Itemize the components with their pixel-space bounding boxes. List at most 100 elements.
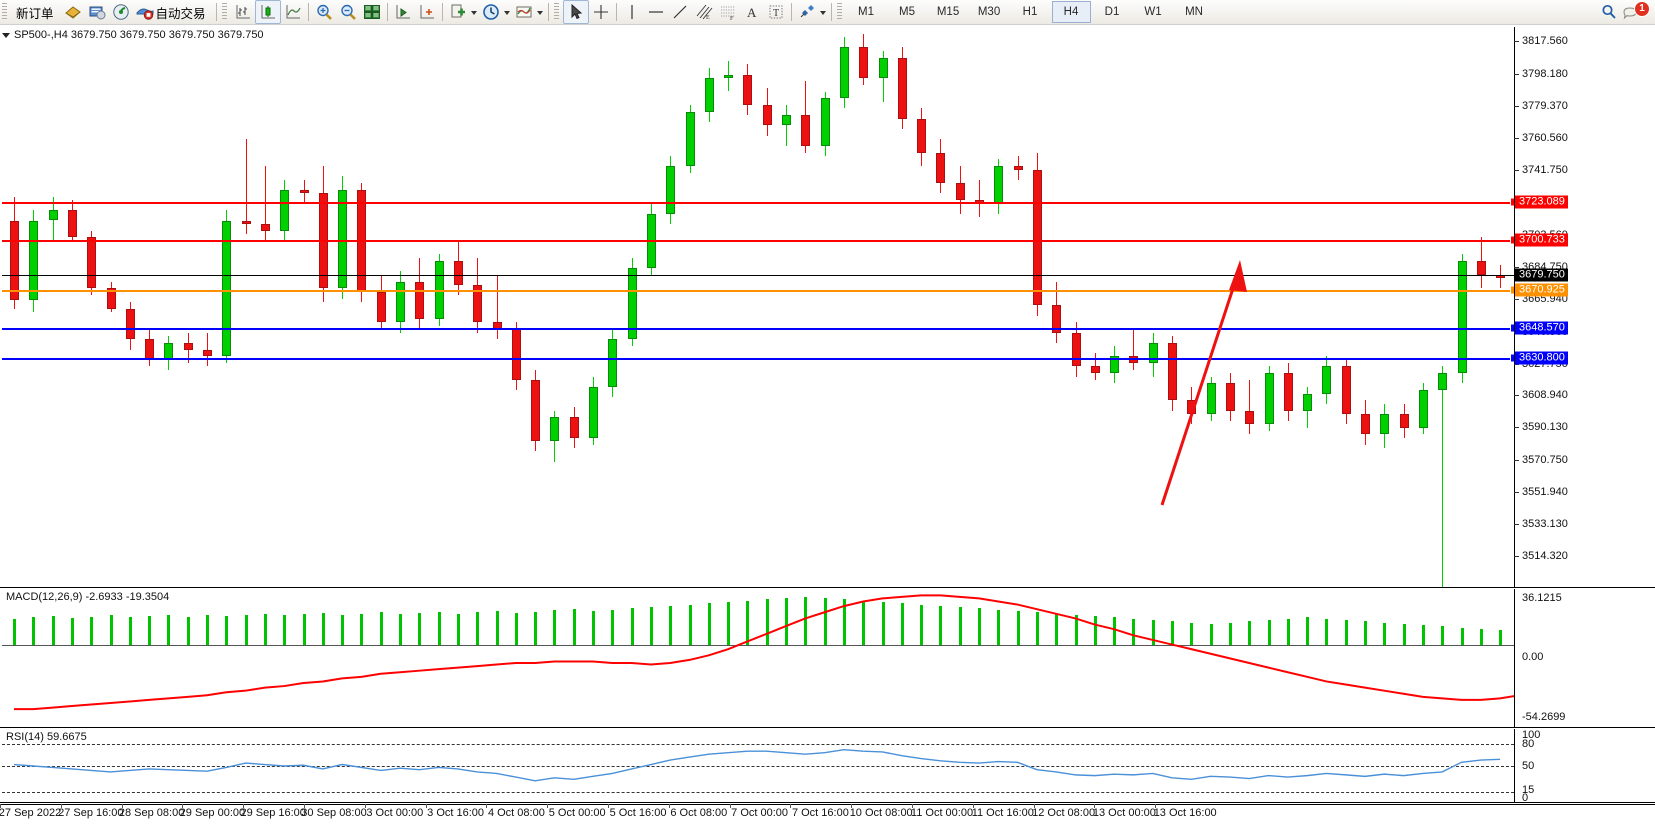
indicators-dropdown-arrow[interactable] <box>470 3 479 21</box>
templates-dropdown-arrow[interactable] <box>536 3 545 21</box>
autotrading-button[interactable]: 自动交易 <box>133 1 213 23</box>
timeframe-m30[interactable]: M30 <box>977 6 1001 18</box>
resistance-level-1-tag[interactable]: 3723.089 <box>1515 195 1568 209</box>
price-tick <box>1514 170 1519 171</box>
level-line-3679.750[interactable] <box>2 275 1514 277</box>
new-order-button[interactable]: 新订单 <box>11 1 61 23</box>
rsi-canvas[interactable] <box>2 729 1514 802</box>
period-icon[interactable] <box>479 1 503 23</box>
time-axis[interactable]: 27 Sep 2022 27 Sep 16:00 28 Sep 08:00 29 Se… <box>0 804 1655 824</box>
templates-icon[interactable] <box>512 1 536 23</box>
search-icon[interactable] <box>1597 1 1621 23</box>
price-axis[interactable]: 3817.560 3798.180 3779.370 3760.560 3741.750… <box>1514 27 1655 587</box>
chart-area[interactable]: SP500-,H4 3679.750 3679.750 3679.750 367… <box>0 24 1655 825</box>
text-box-icon[interactable]: T <box>764 1 788 23</box>
timeframe-h4[interactable]: H4 <box>1051 1 1091 23</box>
bar-chart-icon[interactable] <box>231 1 255 23</box>
rsi-axis[interactable]: 100 80 50 15 0 <box>1514 729 1655 804</box>
time-axis-line <box>0 804 1655 805</box>
price-pane[interactable]: SP500-,H4 3679.750 3679.750 3679.750 367… <box>0 27 1655 588</box>
zoom-out-icon[interactable] <box>336 1 360 23</box>
vertical-line-icon[interactable] <box>620 1 644 23</box>
macd-canvas[interactable] <box>2 589 1514 727</box>
resistance-level-2-tag[interactable]: 3700.733 <box>1515 233 1568 247</box>
terminal-icon[interactable] <box>85 1 109 23</box>
timeframe-m5[interactable]: M5 <box>899 6 916 18</box>
shift-end-icon[interactable] <box>391 1 415 23</box>
level-handle[interactable] <box>1510 323 1514 333</box>
macd-histogram-bar <box>804 596 808 645</box>
line-chart-icon[interactable] <box>281 1 305 23</box>
auto-scroll-icon[interactable] <box>415 1 439 23</box>
macd-pane[interactable]: MACD(12,26,9) -2.6933 -19.3504 36.1215 0… <box>0 589 1655 728</box>
candle-body <box>608 339 618 387</box>
indicators-icon[interactable] <box>446 1 470 23</box>
macd-histogram-bar <box>572 609 576 645</box>
signals-icon[interactable] <box>109 1 133 23</box>
toolbar-grip-4[interactable] <box>836 3 842 21</box>
chart-header[interactable]: SP500-,H4 3679.750 3679.750 3679.750 367… <box>2 29 268 41</box>
level-line-3700.733[interactable] <box>2 239 1514 242</box>
level-line-3723.089[interactable] <box>2 201 1514 204</box>
tile-windows-icon[interactable] <box>360 1 384 23</box>
toolbar-right-group: 1 <box>1597 1 1655 23</box>
toolbar-grip-3[interactable] <box>553 3 559 21</box>
timeframe-h1[interactable]: H1 <box>1022 6 1038 18</box>
macd-histogram-bar <box>900 603 904 645</box>
trendline-icon[interactable] <box>668 1 692 23</box>
macd-histogram-bar <box>534 611 538 645</box>
current-price-tag[interactable]: 3679.750 <box>1515 268 1568 282</box>
time-axis-tick <box>1033 804 1035 808</box>
candle-body <box>589 386 598 438</box>
rsi-pane[interactable]: RSI(14) 59.6675 100 80 50 15 0 <box>0 729 1655 804</box>
period-dropdown-arrow[interactable] <box>503 3 512 21</box>
level-line-3670.925[interactable] <box>2 290 1514 293</box>
candle-body <box>434 261 444 319</box>
crosshair-icon[interactable] <box>589 1 613 23</box>
level-line-3630.800[interactable] <box>2 358 1514 361</box>
level-line-3648.570[interactable] <box>2 328 1514 331</box>
macd-histogram-bar <box>1402 623 1406 645</box>
toolbar-grip-2[interactable] <box>221 3 227 21</box>
support-level-1-tag[interactable]: 3648.570 <box>1515 321 1568 335</box>
fibonacci-icon[interactable]: F <box>716 1 740 23</box>
macd-histogram-bar <box>476 612 480 645</box>
timeframe-mn[interactable]: MN <box>1185 6 1203 18</box>
cursor-icon[interactable] <box>562 0 589 24</box>
timeframe-m1[interactable]: M1 <box>858 6 875 18</box>
time-axis-tick <box>608 804 609 808</box>
candle-body <box>801 115 811 146</box>
support-level-2-tag[interactable]: 3630.800 <box>1515 351 1568 365</box>
price-tick <box>1514 460 1519 462</box>
candlestick-chart-icon[interactable] <box>254 0 281 24</box>
horizontal-line-icon[interactable] <box>644 1 668 23</box>
drawings-icon[interactable] <box>795 1 819 23</box>
macd-axis[interactable]: 36.1215 0.00 -54.2699 <box>1514 589 1655 727</box>
timeframe-w1[interactable]: W1 <box>1144 6 1162 18</box>
toolbar-grip-1[interactable] <box>2 3 7 21</box>
drawings-dropdown-arrow[interactable] <box>819 3 828 21</box>
timeframe-d1[interactable]: D1 <box>1104 6 1120 18</box>
alerts-icon[interactable]: 1 <box>1621 1 1650 21</box>
price-canvas[interactable] <box>2 27 1514 587</box>
timeframe-m15[interactable]: M15 <box>936 6 960 18</box>
level-handle[interactable] <box>1510 197 1514 207</box>
equidistant-channel-icon[interactable]: E <box>692 1 716 23</box>
rsi-label: RSI(14) 59.6675 <box>6 731 90 743</box>
pivot-level-tag[interactable]: 3670.925 <box>1515 283 1568 297</box>
level-handle[interactable] <box>1510 235 1514 245</box>
macd-histogram-bar <box>1441 626 1445 645</box>
candle-body <box>125 308 135 340</box>
candle-wick <box>207 332 208 367</box>
publish-icon[interactable] <box>61 1 85 23</box>
time-axis-label: 3 Oct 16:00 <box>427 807 485 819</box>
time-axis-tick <box>1094 804 1096 808</box>
price-tick <box>1514 524 1519 526</box>
text-icon[interactable]: A <box>740 1 764 23</box>
level-handle[interactable] <box>1510 353 1514 363</box>
chart-menu-caret-icon[interactable] <box>2 32 10 38</box>
time-axis-tick <box>425 804 427 808</box>
level-handle[interactable] <box>1510 285 1514 295</box>
candle-body <box>183 342 193 350</box>
zoom-in-icon[interactable] <box>312 1 336 23</box>
